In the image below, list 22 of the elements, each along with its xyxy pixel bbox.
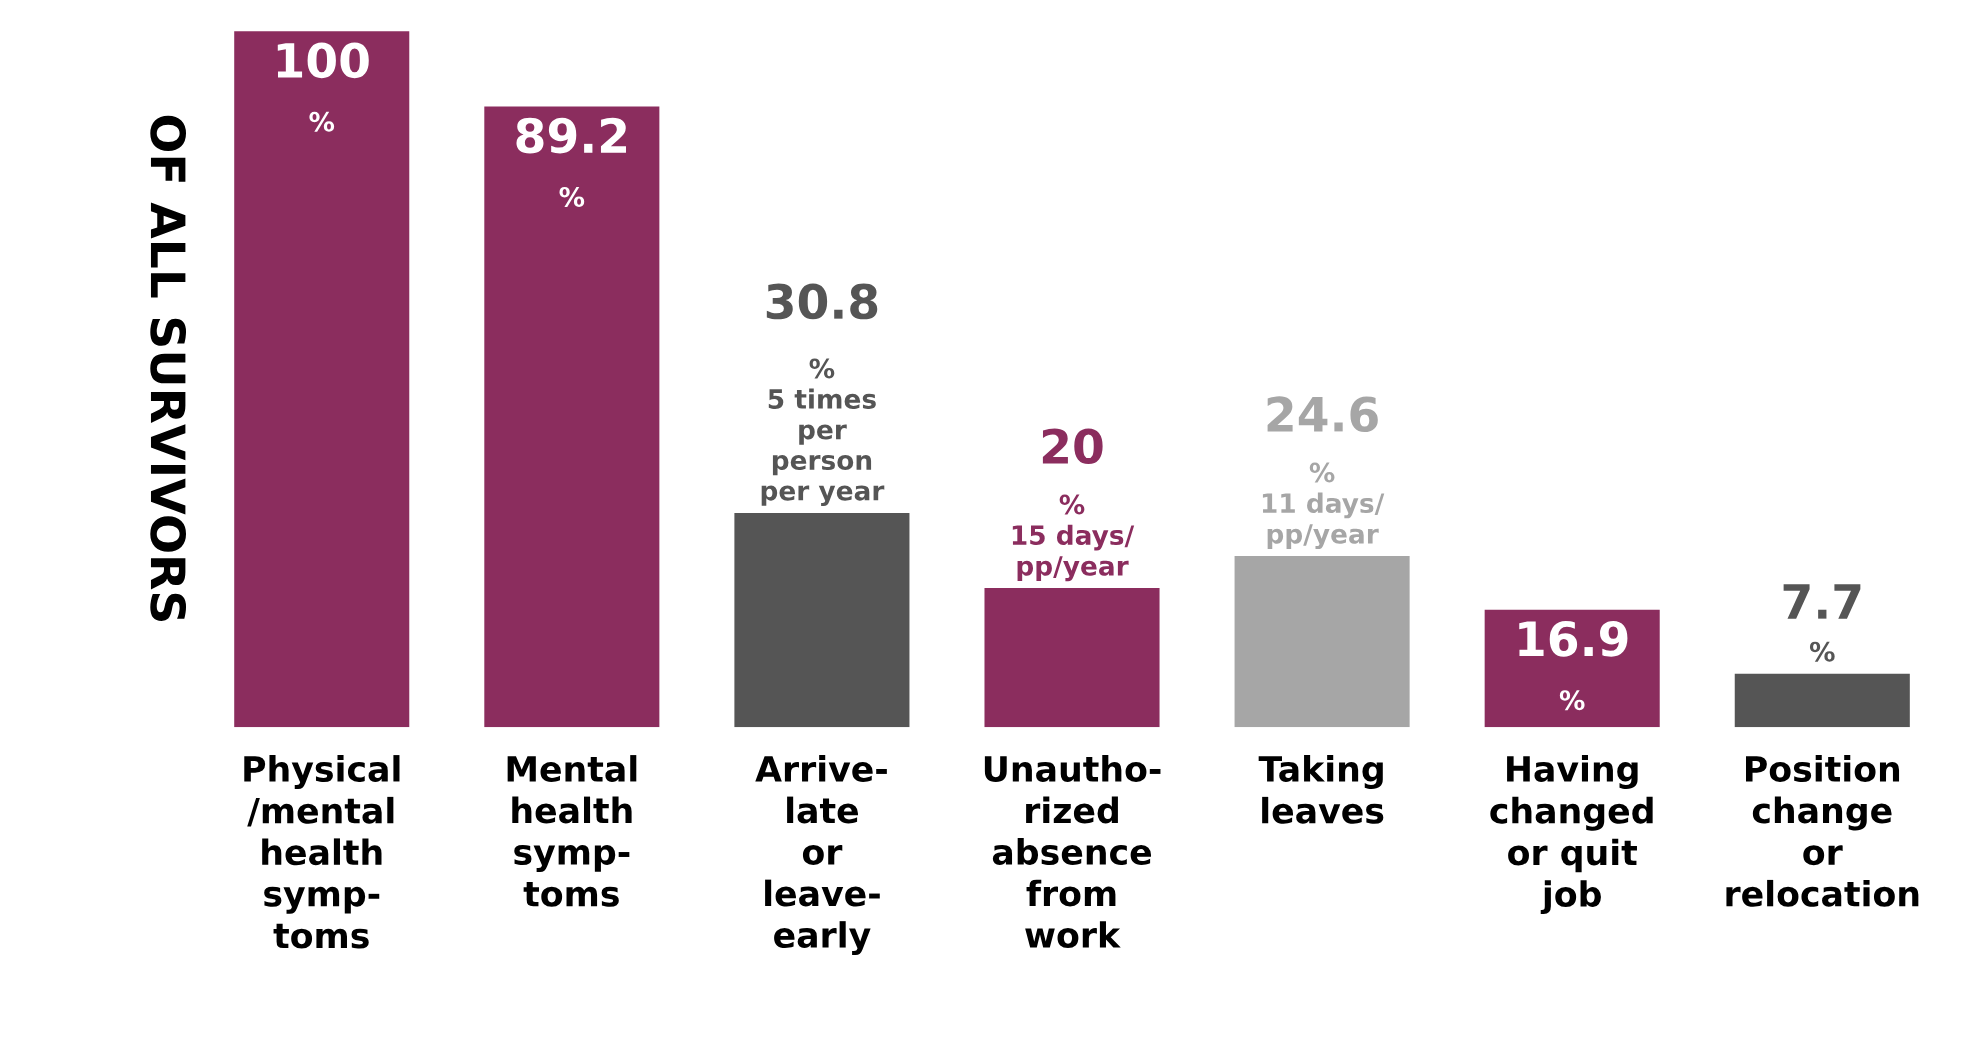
x-tick-label: Mental health symp- toms bbox=[507, 755, 637, 907]
data-label: 16.9 % bbox=[1519, 620, 1628, 711]
data-label: 7.7 % bbox=[1783, 584, 1861, 662]
data-label: 30.8 % 5 times per person per year bbox=[761, 283, 885, 506]
bar bbox=[734, 512, 910, 728]
data-label: 20 % 15 days/ pp/year bbox=[1012, 428, 1135, 582]
data-label: 100 % bbox=[277, 42, 369, 132]
x-tick-label: Unautho- rized absence from work bbox=[984, 755, 1161, 949]
y-axis-title: OF ALL SURVIVORS bbox=[150, 115, 187, 621]
x-tick-label: Taking leaves bbox=[1258, 755, 1384, 824]
x-tick-label: Arrive- late or leave- early bbox=[755, 755, 887, 956]
bar bbox=[984, 588, 1160, 728]
bar bbox=[1484, 609, 1660, 728]
bar bbox=[484, 106, 660, 728]
x-tick-label: Having changed or quit job bbox=[1490, 755, 1653, 915]
x-tick-label: Position change or relocation bbox=[1726, 755, 1919, 907]
data-label: 89.2 % bbox=[516, 117, 626, 207]
x-tick-label: Physical /mental health symp- toms bbox=[244, 755, 400, 949]
bar bbox=[234, 31, 410, 728]
bar bbox=[1234, 556, 1410, 728]
bar bbox=[1734, 673, 1910, 728]
data-label: 24.6 % 11 days/ pp/year bbox=[1262, 396, 1385, 550]
